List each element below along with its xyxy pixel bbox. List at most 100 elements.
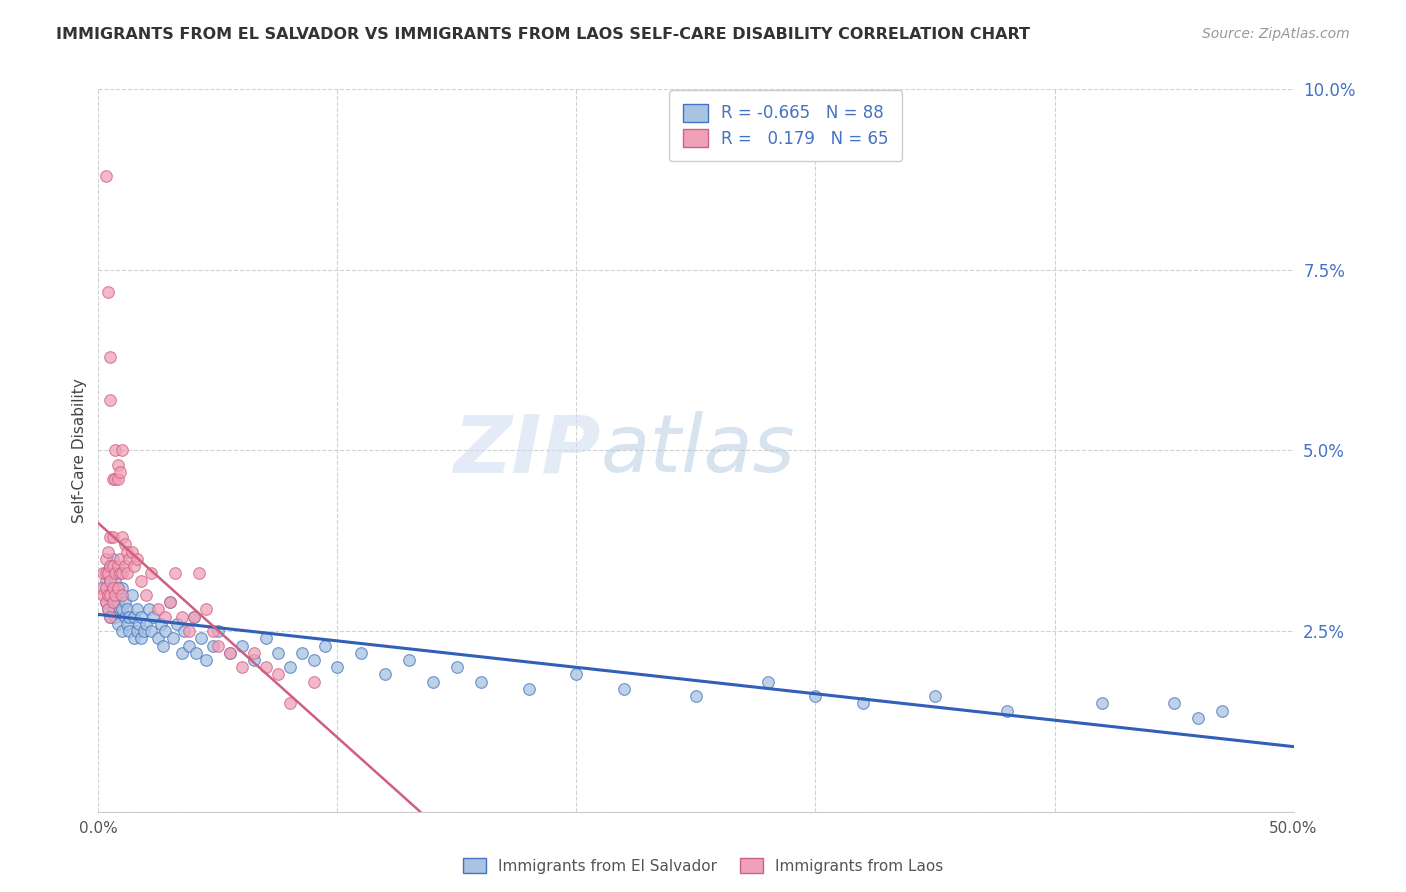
Point (243, 653, 266, 667)
Point (98, 559, 122, 574)
Point (179, 624, 201, 639)
Point (104, 574, 127, 588)
Point (114, 537, 136, 551)
Point (98, 530, 122, 544)
Point (115, 544, 138, 558)
Point (124, 559, 146, 574)
Point (155, 609, 177, 624)
Point (111, 581, 134, 595)
Point (162, 632, 184, 646)
Point (159, 595, 181, 609)
Point (138, 602, 160, 616)
Point (148, 602, 170, 616)
Point (101, 581, 124, 595)
Point (190, 632, 212, 646)
Point (118, 609, 141, 624)
Point (97, 588, 120, 602)
Point (97, 602, 120, 616)
Point (98, 559, 122, 574)
Point (97, 602, 120, 616)
Point (267, 646, 290, 660)
Point (1187, 711, 1209, 725)
Point (107, 616, 129, 631)
Point (139, 624, 162, 639)
Point (121, 544, 143, 558)
Point (111, 566, 134, 581)
Point (125, 624, 148, 639)
Point (97, 566, 120, 581)
Point (114, 595, 136, 609)
Point (108, 602, 131, 616)
Point (613, 681, 636, 696)
Point (125, 602, 148, 616)
Point (97, 285, 120, 299)
Point (135, 616, 157, 631)
Point (97, 544, 120, 558)
Point (101, 559, 124, 574)
Point (97, 566, 120, 581)
Point (195, 653, 218, 667)
Point (98, 588, 122, 602)
Point (254, 632, 277, 646)
Point (107, 559, 129, 574)
Point (207, 624, 229, 639)
Point (278, 697, 301, 711)
Point (121, 588, 143, 602)
Point (374, 667, 396, 681)
Point (152, 639, 174, 653)
Point (115, 616, 138, 631)
Point (94, 595, 117, 609)
Point (446, 660, 468, 674)
Point (685, 689, 707, 703)
Point (108, 588, 131, 602)
Point (104, 609, 127, 624)
Point (231, 660, 253, 674)
Point (219, 646, 242, 660)
Point (111, 530, 134, 544)
Point (172, 609, 194, 624)
Point (172, 646, 194, 660)
Point (98, 588, 122, 602)
Point (148, 632, 170, 646)
Point (111, 624, 134, 639)
Point (302, 674, 325, 689)
Point (326, 660, 349, 674)
Point (111, 602, 134, 616)
Point (104, 472, 127, 486)
Point (995, 704, 1018, 718)
Point (202, 624, 225, 639)
Point (173, 624, 195, 639)
Point (114, 609, 136, 624)
Text: ZIP: ZIP (453, 411, 600, 490)
Point (97, 588, 120, 602)
Point (94, 574, 117, 588)
Point (101, 581, 124, 595)
Point (243, 646, 266, 660)
Point (1163, 697, 1185, 711)
Legend: R = -0.665   N = 88, R =   0.179   N = 65: R = -0.665 N = 88, R = 0.179 N = 65 (669, 90, 901, 161)
Point (98, 609, 122, 624)
Point (94, 581, 117, 595)
Point (125, 551, 148, 566)
Point (98, 574, 122, 588)
Point (91, 588, 114, 602)
Point (149, 616, 172, 631)
Point (132, 624, 155, 639)
Point (104, 588, 127, 602)
Point (163, 566, 186, 581)
Point (852, 697, 875, 711)
Point (302, 653, 325, 667)
Point (804, 689, 827, 703)
Point (291, 646, 314, 660)
Point (183, 609, 205, 624)
Point (90, 581, 112, 595)
Point (139, 566, 162, 581)
Point (108, 465, 131, 479)
Y-axis label: Self-Care Disability: Self-Care Disability (72, 378, 87, 523)
Point (179, 639, 201, 653)
Point (91, 566, 114, 581)
Point (1211, 704, 1233, 718)
Point (131, 609, 153, 624)
Point (107, 595, 129, 609)
Point (142, 609, 165, 624)
